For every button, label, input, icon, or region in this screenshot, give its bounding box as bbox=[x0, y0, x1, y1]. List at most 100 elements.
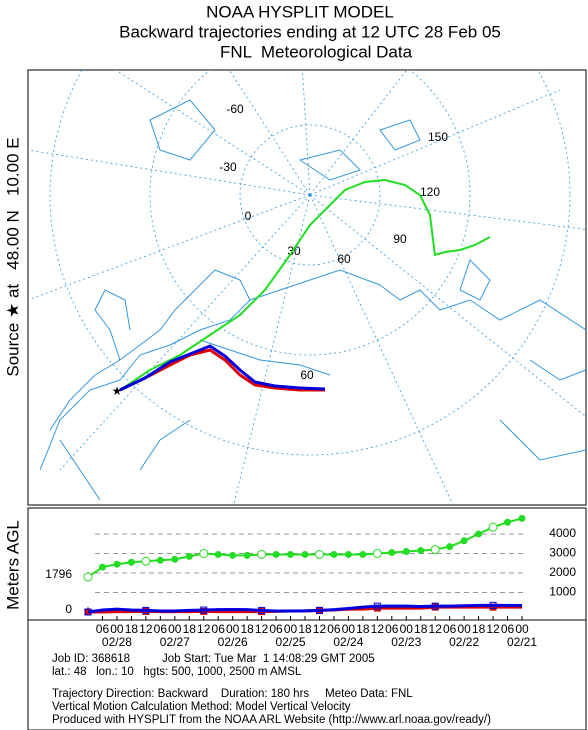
x-tick-label: 18 bbox=[414, 622, 428, 636]
date-label: 02/25 bbox=[276, 635, 306, 649]
x-tick-label: 12 bbox=[429, 622, 443, 636]
height-marker bbox=[127, 558, 135, 566]
x-tick-label: 00 bbox=[168, 622, 182, 636]
date-label: 02/21 bbox=[507, 635, 537, 649]
height-marker bbox=[330, 550, 338, 558]
x-tick-label: 00 bbox=[400, 622, 414, 636]
height-marker bbox=[489, 601, 497, 609]
lon-label: 0 bbox=[245, 209, 252, 223]
height-marker bbox=[272, 550, 280, 558]
lon-label: 60 bbox=[337, 252, 351, 266]
x-tick-label: 06 bbox=[154, 622, 168, 636]
x-tick-label: 00 bbox=[284, 622, 298, 636]
source-star: ★ bbox=[112, 384, 123, 398]
height-marker bbox=[417, 547, 425, 555]
height-marker bbox=[402, 548, 410, 556]
height-marker bbox=[142, 606, 150, 614]
height-marker bbox=[83, 572, 93, 582]
data-source: FNL Meteorological Data bbox=[220, 42, 413, 61]
height-marker bbox=[200, 606, 208, 614]
height-marker bbox=[373, 602, 381, 610]
footer-line: Trajectory Direction: Backward Duration:… bbox=[52, 688, 413, 700]
x-tick-label: 00 bbox=[342, 622, 356, 636]
height-marker bbox=[258, 606, 266, 614]
height-marker bbox=[372, 548, 382, 558]
date-label: 02/27 bbox=[160, 635, 190, 649]
lon-label: -30 bbox=[219, 160, 237, 174]
height-marker bbox=[301, 550, 309, 558]
x-tick-label: 12 bbox=[371, 622, 385, 636]
footer-line: Produced with HYSPLIT from the NOAA ARL … bbox=[52, 714, 491, 726]
x-tick-label: 06 bbox=[443, 622, 457, 636]
x-tick-label: 06 bbox=[385, 622, 399, 636]
height-line bbox=[87, 517, 523, 578]
height-marker bbox=[488, 522, 498, 532]
x-tick-label: 18 bbox=[240, 622, 254, 636]
height-marker bbox=[431, 602, 439, 610]
x-tick-label: 12 bbox=[139, 622, 153, 636]
height-marker bbox=[171, 555, 179, 563]
height-marker bbox=[84, 608, 92, 616]
height-marker bbox=[113, 560, 121, 568]
height-marker bbox=[185, 552, 193, 560]
x-tick-label: 18 bbox=[298, 622, 312, 636]
height-marker bbox=[359, 550, 367, 558]
traj-blue bbox=[119, 344, 326, 392]
lon-label: 90 bbox=[393, 232, 407, 246]
x-tick-label: 18 bbox=[125, 622, 139, 636]
height-marker bbox=[314, 549, 324, 559]
height-marker bbox=[214, 550, 222, 558]
x-tick-label: 00 bbox=[226, 622, 240, 636]
y-tick-label: 4000 bbox=[549, 526, 576, 540]
x-tick-label: 00 bbox=[110, 622, 124, 636]
source-label: Source ★ at 48.00 N 10.00 E bbox=[3, 137, 22, 376]
height-marker bbox=[388, 548, 396, 556]
title: NOAA HYSPLIT MODEL bbox=[206, 2, 394, 21]
y-tick-label: 1000 bbox=[549, 585, 576, 599]
height-marker bbox=[518, 514, 526, 522]
traj-green bbox=[119, 178, 491, 391]
date-label: 02/23 bbox=[391, 635, 421, 649]
date-label: 02/26 bbox=[218, 635, 248, 649]
height-marker bbox=[156, 556, 164, 564]
start-label: 0 bbox=[65, 602, 72, 616]
x-tick-label: 00 bbox=[457, 622, 471, 636]
x-tick-label: 06 bbox=[501, 622, 515, 636]
date-label: 02/22 bbox=[449, 635, 479, 649]
x-tick-label: 06 bbox=[269, 622, 283, 636]
x-tick-label: 06 bbox=[96, 622, 110, 636]
height-marker bbox=[199, 548, 209, 558]
y-axis-label: Meters AGL bbox=[3, 520, 22, 610]
y-tick-label: 2000 bbox=[549, 565, 576, 579]
x-tick-label: 18 bbox=[183, 622, 197, 636]
height-marker bbox=[475, 530, 483, 538]
map-trajectories: ★ bbox=[112, 178, 491, 398]
date-label: 02/24 bbox=[333, 635, 363, 649]
traj-red bbox=[119, 348, 325, 392]
x-tick-label: 06 bbox=[212, 622, 226, 636]
start-label: 1796 bbox=[45, 567, 72, 581]
lon-label: -60 bbox=[226, 102, 244, 116]
height-marker bbox=[460, 537, 468, 545]
map-frame bbox=[27, 69, 587, 506]
height-marker bbox=[446, 543, 454, 551]
height-marker bbox=[257, 549, 267, 559]
x-tick-label: 18 bbox=[356, 622, 370, 636]
x-tick-label: 12 bbox=[486, 622, 500, 636]
height-marker bbox=[287, 550, 295, 558]
footer-line: lat.: 48 lon.: 10 hgts: 500, 1000, 2500 … bbox=[52, 666, 302, 678]
lat-label: 60 bbox=[300, 368, 314, 382]
x-tick-label: 00 bbox=[515, 622, 529, 636]
x-tick-label: 06 bbox=[327, 622, 341, 636]
height-marker bbox=[430, 545, 440, 555]
height-marker bbox=[98, 563, 106, 571]
x-tick-label: 12 bbox=[197, 622, 211, 636]
height-marker bbox=[229, 551, 237, 559]
footer-frame bbox=[27, 619, 587, 730]
x-tick-label: 12 bbox=[313, 622, 327, 636]
lon-label: 150 bbox=[428, 130, 448, 144]
height-marker bbox=[344, 550, 352, 558]
height-marker bbox=[315, 606, 323, 614]
